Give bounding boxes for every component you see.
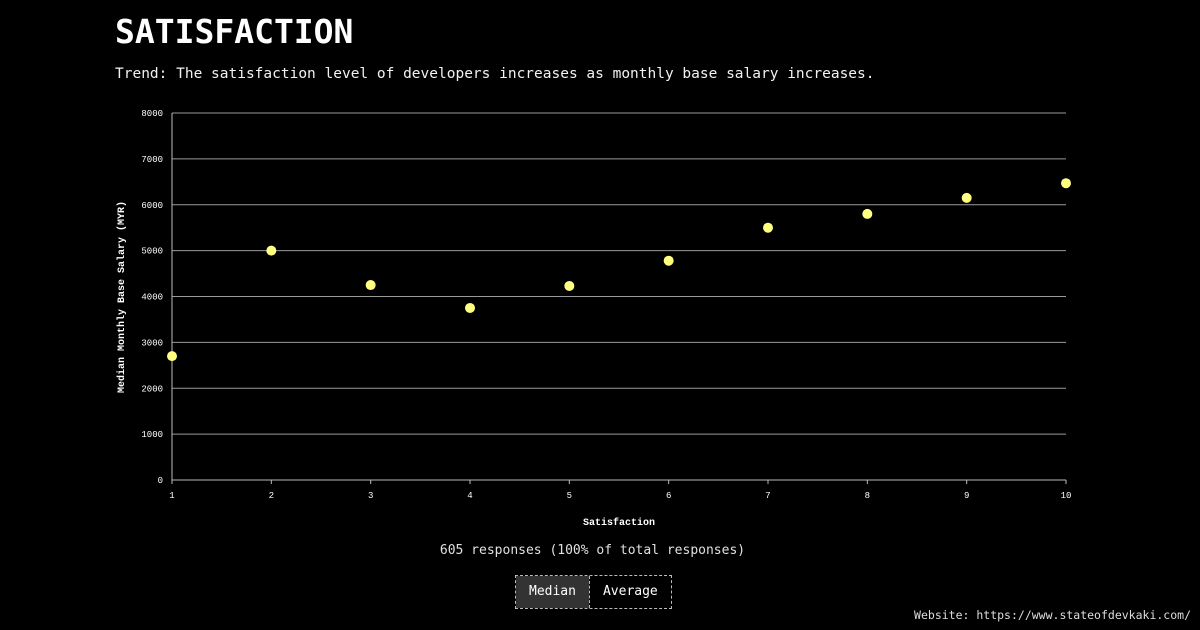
x-tick-label: 6	[666, 491, 671, 501]
x-tick-labels: 1 2 3 4 5 6 7 8 9 10	[169, 491, 1071, 501]
gridlines	[172, 112, 1066, 481]
scatter-chart: 0 1000 2000 3000 4000 5000 6000 7000 8000 1 2 3 4 5 6…	[116, 109, 1071, 529]
x-tick-label: 10	[1061, 491, 1072, 501]
data-point-8[interactable]	[862, 208, 873, 219]
y-tick-label: 7000	[141, 155, 163, 165]
data-point-4[interactable]	[465, 302, 475, 313]
website-footer: Website: https://www.stateofdevkaki.com/	[914, 608, 1191, 622]
average-button[interactable]: Average	[588, 576, 671, 608]
y-tick-label: 4000	[141, 293, 163, 303]
x-axis-title: Satisfaction	[583, 517, 655, 529]
data-point-1[interactable]	[167, 351, 177, 362]
x-tick-label: 5	[567, 491, 572, 501]
y-tick-label: 1000	[141, 430, 163, 440]
responses-count: 605 responses (100% of total responses)	[439, 543, 746, 558]
y-tick-label: 8000	[141, 109, 163, 119]
data-points	[167, 178, 1071, 362]
y-tick-labels: 0 1000 2000 3000 4000 5000 6000 7000 8000	[141, 109, 163, 486]
chart-subtitle: Trend: The satisfaction level of develop…	[115, 66, 875, 82]
data-point-2[interactable]	[266, 245, 277, 256]
x-tick-label: 1	[169, 491, 174, 501]
y-tick-label: 5000	[141, 247, 163, 257]
data-point-10[interactable]	[1061, 178, 1071, 189]
x-tick-label: 2	[269, 491, 274, 501]
data-point-5[interactable]	[564, 280, 575, 291]
median-button[interactable]: Median	[516, 576, 589, 608]
y-axis-title: Median Monthly Base Salary (MYR)	[116, 201, 128, 393]
data-point-7[interactable]	[763, 222, 773, 233]
axes	[171, 113, 1067, 484]
y-tick-label: 2000	[141, 384, 163, 394]
y-tick-label: 6000	[141, 201, 163, 211]
metric-toggle: Median Average	[515, 575, 672, 609]
data-point-3[interactable]	[365, 280, 376, 291]
x-tick-label: 4	[467, 491, 472, 501]
x-tick-label: 9	[964, 491, 969, 501]
y-tick-label: 0	[158, 476, 163, 486]
y-tick-label: 3000	[141, 338, 163, 348]
x-tick-label: 7	[765, 491, 770, 501]
x-tick-label: 8	[865, 491, 870, 501]
data-point-6[interactable]	[663, 255, 674, 266]
x-tick-label: 3	[368, 491, 373, 501]
page-title: SATISFACTION	[115, 12, 354, 51]
data-point-9[interactable]	[961, 192, 972, 203]
